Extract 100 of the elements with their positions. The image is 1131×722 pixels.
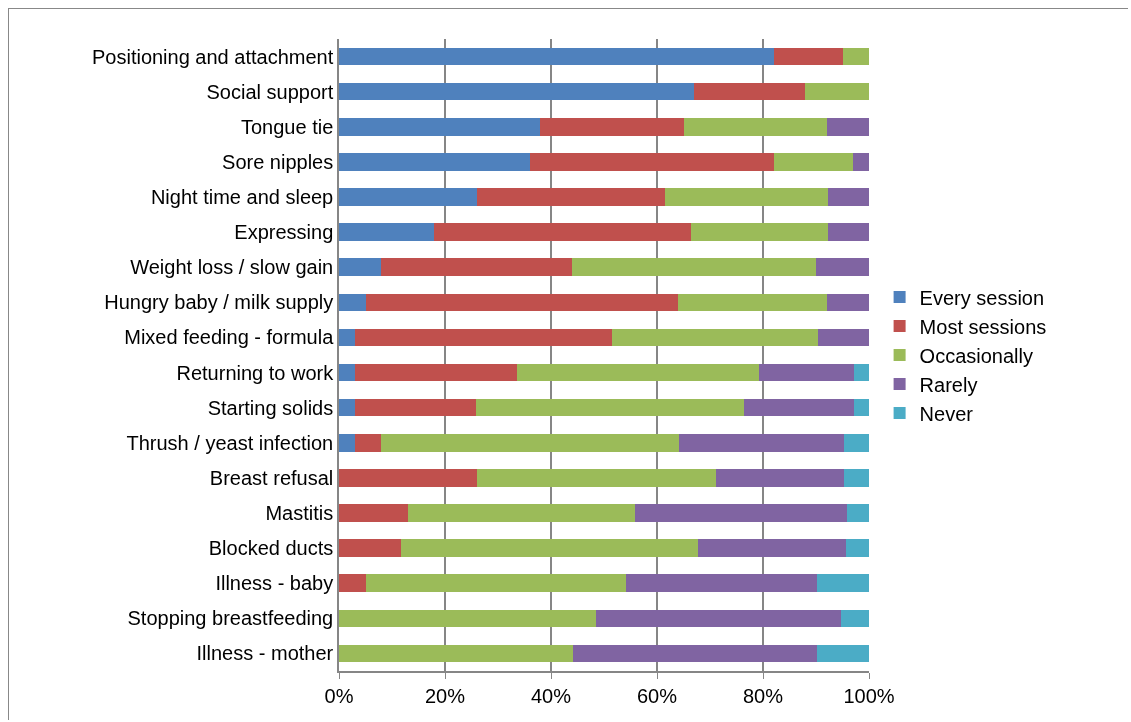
bar [339,82,695,101]
bar [678,434,844,452]
x-tick-label: 80% [742,684,784,707]
bar [339,539,402,557]
bar [339,363,355,382]
bar [476,469,716,487]
bar [529,153,774,171]
bar [407,504,635,522]
bar [826,293,869,312]
y-tick-label: Illness - baby [215,572,334,595]
bar [339,293,366,312]
x-tick-label: 40% [530,684,572,707]
legend-label: Most sessions [919,315,1047,338]
bar [816,258,869,276]
x-tick-label: 0% [324,684,354,707]
bar [339,328,355,347]
y-tick-label: Weight loss / slow gain [130,256,334,279]
bar [572,644,817,663]
bar [828,223,869,241]
legend-label: Every session [919,286,1045,309]
bar [339,574,366,592]
bar [664,188,828,206]
bar [339,504,408,522]
bar [475,398,745,417]
bar [841,609,869,628]
y-tick-label: Sore nipples [222,150,334,173]
bar [816,574,869,592]
bar [339,644,573,663]
y-tick-label: Positioning and attachment [91,45,334,68]
y-tick-label: Blocked ducts [208,537,334,560]
x-tick-label: 60% [636,684,678,707]
bar [853,363,869,382]
bar [476,188,665,206]
bar [715,469,844,487]
bar [625,574,817,592]
bar [694,82,806,101]
bar [634,504,847,522]
bar [759,363,854,382]
y-tick-label: Stopping breastfeeding [127,607,334,630]
x-tick-label: 100% [843,684,895,707]
bar [339,223,435,241]
bar [354,398,476,417]
bar [339,609,597,628]
bar [826,118,869,136]
bar [517,363,760,382]
bar [339,188,477,206]
y-tick-label: Hungry baby / milk supply [104,291,334,314]
bar [381,258,573,276]
bar [773,153,854,171]
bar [611,328,818,347]
y-tick-label: Tongue tie [240,115,334,138]
bar [697,539,846,557]
bar [817,328,869,347]
bar [365,574,626,592]
y-tick-label: Starting solids [207,396,334,419]
bar [854,398,869,417]
bar [339,258,382,276]
legend-label: Rarely [919,373,978,396]
bar [339,398,355,417]
y-tick-label: Expressing [234,221,334,244]
y-tick-label: Mastitis [265,502,334,524]
bar [354,434,382,452]
bar [381,434,679,452]
bar [339,47,774,66]
bar [596,609,842,628]
bar [401,539,698,557]
bar [365,293,679,312]
bar [816,644,869,663]
bar [773,47,843,66]
x-tick-label: 20% [424,684,466,707]
bar [843,434,869,452]
bar [678,293,827,312]
y-tick-label: Mixed feeding - formula [124,326,335,349]
y-tick-label: Social support [206,80,334,103]
bar [691,223,829,241]
bar [842,47,869,66]
bar [843,469,869,487]
bar [805,82,869,101]
bar [683,118,827,136]
bar [744,398,855,417]
y-tick-label: Night time and sleep [150,186,334,208]
bar [572,258,816,276]
y-tick-label: Returning to work [176,361,335,384]
bar [354,363,518,382]
bar [846,504,869,522]
bar [354,328,612,347]
y-tick-label: Thrush / yeast infection [126,431,334,454]
bar [339,153,530,171]
bar [339,434,355,452]
legend-label: Never [919,402,974,425]
y-tick-label: Illness - mother [196,642,334,665]
bar [339,469,477,487]
bar [434,223,692,241]
bar [540,118,684,136]
bar [827,188,869,206]
bar [339,118,541,136]
legend-label: Occasionally [919,344,1033,367]
bar [853,153,869,171]
bar [845,539,869,557]
y-tick-label: Breast refusal [209,466,334,489]
